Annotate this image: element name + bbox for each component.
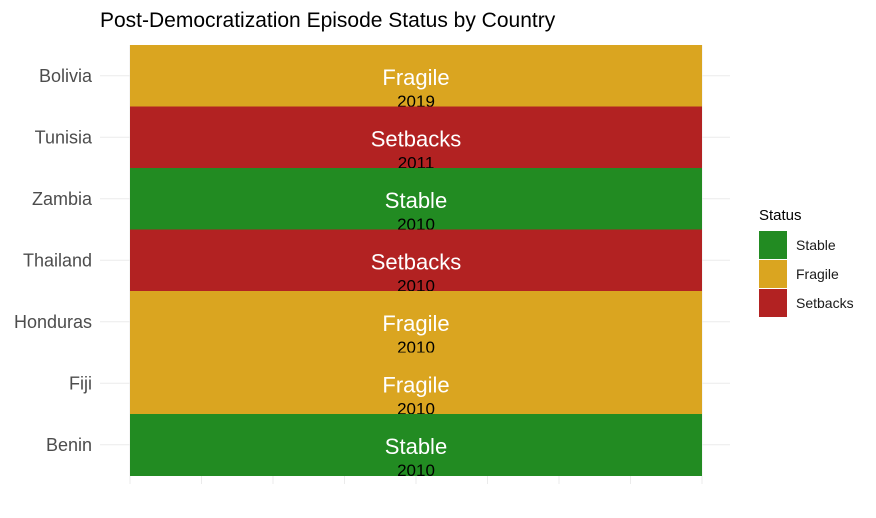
bar-bolivia xyxy=(130,45,702,107)
y-tick-label: Thailand xyxy=(23,250,92,270)
status-label: Stable xyxy=(385,188,447,213)
status-label: Fragile xyxy=(382,373,449,398)
year-label: 2010 xyxy=(397,215,435,234)
y-axis-ticks: Bolivia Tunisia Zambia Thailand Honduras Fiji… xyxy=(14,66,93,455)
bar-tunisia xyxy=(130,106,702,169)
year-label: 2019 xyxy=(397,92,435,111)
bar-zambia xyxy=(130,168,702,230)
legend: Status Stable Fragile Setbacks xyxy=(759,207,854,317)
y-tick-label: Tunisia xyxy=(35,127,93,147)
legend-key-stable xyxy=(759,231,787,259)
y-tick-label: Honduras xyxy=(14,312,92,332)
legend-label: Setbacks xyxy=(796,295,854,311)
chart-title: Post-Democratization Episode Status by C… xyxy=(100,9,556,32)
bar-benin xyxy=(130,414,702,476)
status-label: Fragile xyxy=(382,311,449,336)
bar-thailand xyxy=(130,229,702,292)
y-tick-label: Benin xyxy=(46,435,92,455)
legend-key-fragile xyxy=(759,260,787,288)
status-label: Setbacks xyxy=(371,250,462,275)
bars: Fragile 2019 Setbacks 2011 Stable 2010 Setback… xyxy=(130,45,702,480)
legend-title: Status xyxy=(759,207,802,224)
year-label: 2010 xyxy=(397,338,435,357)
bar-honduras xyxy=(130,291,702,353)
legend-label: Stable xyxy=(796,237,836,253)
y-tick-label: Fiji xyxy=(69,373,92,393)
y-tick-label: Bolivia xyxy=(39,66,93,86)
legend-key-setbacks xyxy=(759,289,787,317)
year-label: 2010 xyxy=(397,277,435,296)
bar-fiji xyxy=(130,352,702,415)
status-label: Fragile xyxy=(382,65,449,90)
status-label: Stable xyxy=(385,434,447,459)
year-label: 2010 xyxy=(397,400,435,419)
status-label: Setbacks xyxy=(371,127,462,152)
year-label: 2011 xyxy=(398,154,435,173)
year-label: 2010 xyxy=(397,461,435,480)
legend-label: Fragile xyxy=(796,266,839,282)
y-tick-label: Zambia xyxy=(32,189,93,209)
